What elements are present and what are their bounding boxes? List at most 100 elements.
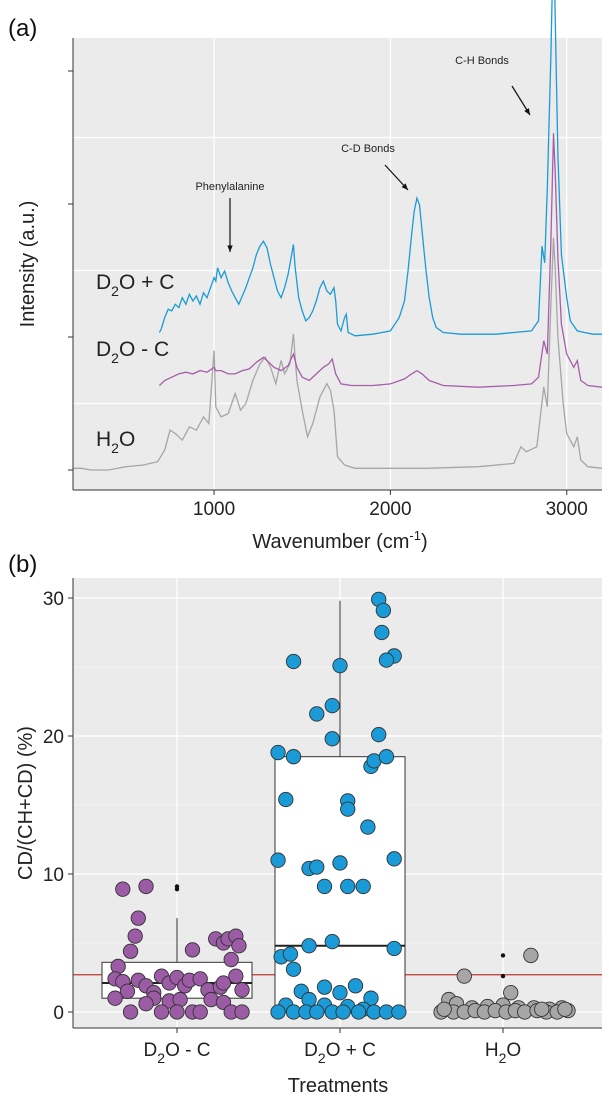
data-point-1-4 xyxy=(378,652,395,668)
annotation-label-2: C-H Bonds xyxy=(455,55,509,67)
data-point-0-11 xyxy=(223,951,239,968)
panel-a-x-title-end: ) xyxy=(421,531,428,553)
data-point-1-1 xyxy=(375,602,392,619)
data-point-1-15 xyxy=(285,749,302,765)
annotation-arrowhead-2 xyxy=(524,108,530,115)
data-point-1-27 xyxy=(355,878,371,895)
annotation-label-0: Phenylalanine xyxy=(195,181,264,193)
series-label-0-sub: 2 xyxy=(111,283,119,299)
series-label-1-end: O - C xyxy=(119,338,169,361)
data-point-0-36 xyxy=(192,1004,208,1020)
data-point-0-1 xyxy=(138,878,154,895)
data-point-0-24 xyxy=(192,971,208,987)
data-point-1-24 xyxy=(386,851,402,867)
data-point-1-14 xyxy=(270,744,286,761)
data-point-1-6 xyxy=(332,657,348,674)
series-label-0-end: O + C xyxy=(119,271,174,294)
data-point-1-3 xyxy=(374,624,390,641)
data-point-1-28 xyxy=(324,933,340,950)
data-point-1-29 xyxy=(301,938,317,954)
data-point-1-23 xyxy=(309,859,325,875)
annotation-arrowhead-0 xyxy=(227,245,233,252)
box-outlier-2-0 xyxy=(500,973,506,979)
category-label-1: D2O + C xyxy=(304,1040,376,1066)
data-point-1-22 xyxy=(332,855,348,871)
data-point-2-25 xyxy=(436,1001,452,1017)
series-label-1-main: D xyxy=(96,338,111,361)
data-point-1-47 xyxy=(309,1004,325,1020)
panel-b-y-tick-label-3: 30 xyxy=(43,589,64,610)
data-point-1-8 xyxy=(309,706,325,722)
data-point-1-49 xyxy=(335,1004,351,1020)
series-label-2-main: H xyxy=(96,428,111,451)
data-point-2-2 xyxy=(503,985,519,1001)
category-label-0-end: O - C xyxy=(165,1040,210,1061)
panel-b-points xyxy=(107,591,576,1020)
panel-a-series-lines xyxy=(73,0,603,471)
series-label-2-sub: 2 xyxy=(111,440,119,456)
panel-b-y-tick-label-0: 0 xyxy=(53,1003,64,1024)
annotation-arrowhead-1 xyxy=(401,183,408,190)
panel-a-grid xyxy=(73,3,602,490)
data-point-1-19 xyxy=(360,819,376,835)
panel-a-x-tick-label-1: 2000 xyxy=(369,499,411,520)
data-point-2-0 xyxy=(456,968,472,984)
data-point-1-33 xyxy=(285,961,302,977)
series-label-1: D2O - C xyxy=(96,338,169,366)
data-point-0-2 xyxy=(130,910,146,926)
panel-b-x-title: Treatments xyxy=(288,1075,388,1097)
data-point-1-5 xyxy=(285,653,302,670)
data-point-0-10 xyxy=(231,938,247,954)
category-label-0-sub: 2 xyxy=(157,1050,165,1066)
data-point-0-28 xyxy=(228,968,244,984)
panel-a-background xyxy=(73,38,602,490)
data-point-1-53 xyxy=(391,1004,407,1020)
data-point-1-7 xyxy=(324,697,340,714)
category-label-1-main: D xyxy=(304,1040,318,1061)
panel-a-x-title: Wavenumber (cm-1) xyxy=(252,528,427,553)
series-label-2-end: O xyxy=(119,428,135,451)
data-point-1-50 xyxy=(350,1004,367,1020)
data-point-0-27 xyxy=(215,975,232,991)
data-point-0-15 xyxy=(119,983,136,999)
box-outlier-2-1 xyxy=(500,953,506,958)
series-line-1 xyxy=(158,133,603,388)
data-point-1-30 xyxy=(386,940,402,957)
data-point-0-37 xyxy=(203,991,219,1008)
data-point-2-27 xyxy=(557,1001,573,1017)
annotation-label-1: C-D Bonds xyxy=(341,143,395,155)
data-point-1-16 xyxy=(278,791,294,808)
category-label-1-end: O + C xyxy=(326,1040,376,1061)
series-label-2: H2O xyxy=(96,428,135,456)
category-label-0: D2O - C xyxy=(144,1040,211,1066)
data-point-0-5 xyxy=(184,942,201,958)
panel-a-x-tick-label-0: 1000 xyxy=(193,499,235,520)
data-point-1-13 xyxy=(378,749,395,765)
series-line-0 xyxy=(158,0,602,337)
data-point-1-32 xyxy=(282,946,299,962)
data-point-0-42 xyxy=(169,1004,185,1020)
category-label-1-sub: 2 xyxy=(318,1050,326,1066)
series-line-2 xyxy=(73,237,603,471)
data-point-1-20 xyxy=(270,852,286,868)
panel-a-x-title-sup: -1 xyxy=(409,528,421,543)
panel-a-tag: (a) xyxy=(8,15,37,42)
category-label-0-main: D xyxy=(144,1040,158,1061)
series-label-0-main: D xyxy=(96,271,111,294)
data-point-0-43 xyxy=(138,996,154,1012)
data-point-1-18 xyxy=(340,801,356,817)
panel-a-annotations: Phenylalanine C-D Bonds C-H Bonds xyxy=(195,55,531,252)
data-point-0-31 xyxy=(122,1004,139,1020)
data-point-0-30 xyxy=(107,990,123,1006)
category-label-2-main: H xyxy=(485,1040,499,1061)
panel-b-y-tick-label-2: 20 xyxy=(43,727,64,748)
category-label-2: H2O xyxy=(485,1040,521,1066)
panel-a-y-title: Intensity (a.u.) xyxy=(17,201,39,328)
box-outlier-0-1 xyxy=(174,884,180,889)
series-label-1-sub: 2 xyxy=(111,350,119,366)
panel-b-tag: (b) xyxy=(8,551,37,578)
data-point-1-35 xyxy=(316,979,333,995)
